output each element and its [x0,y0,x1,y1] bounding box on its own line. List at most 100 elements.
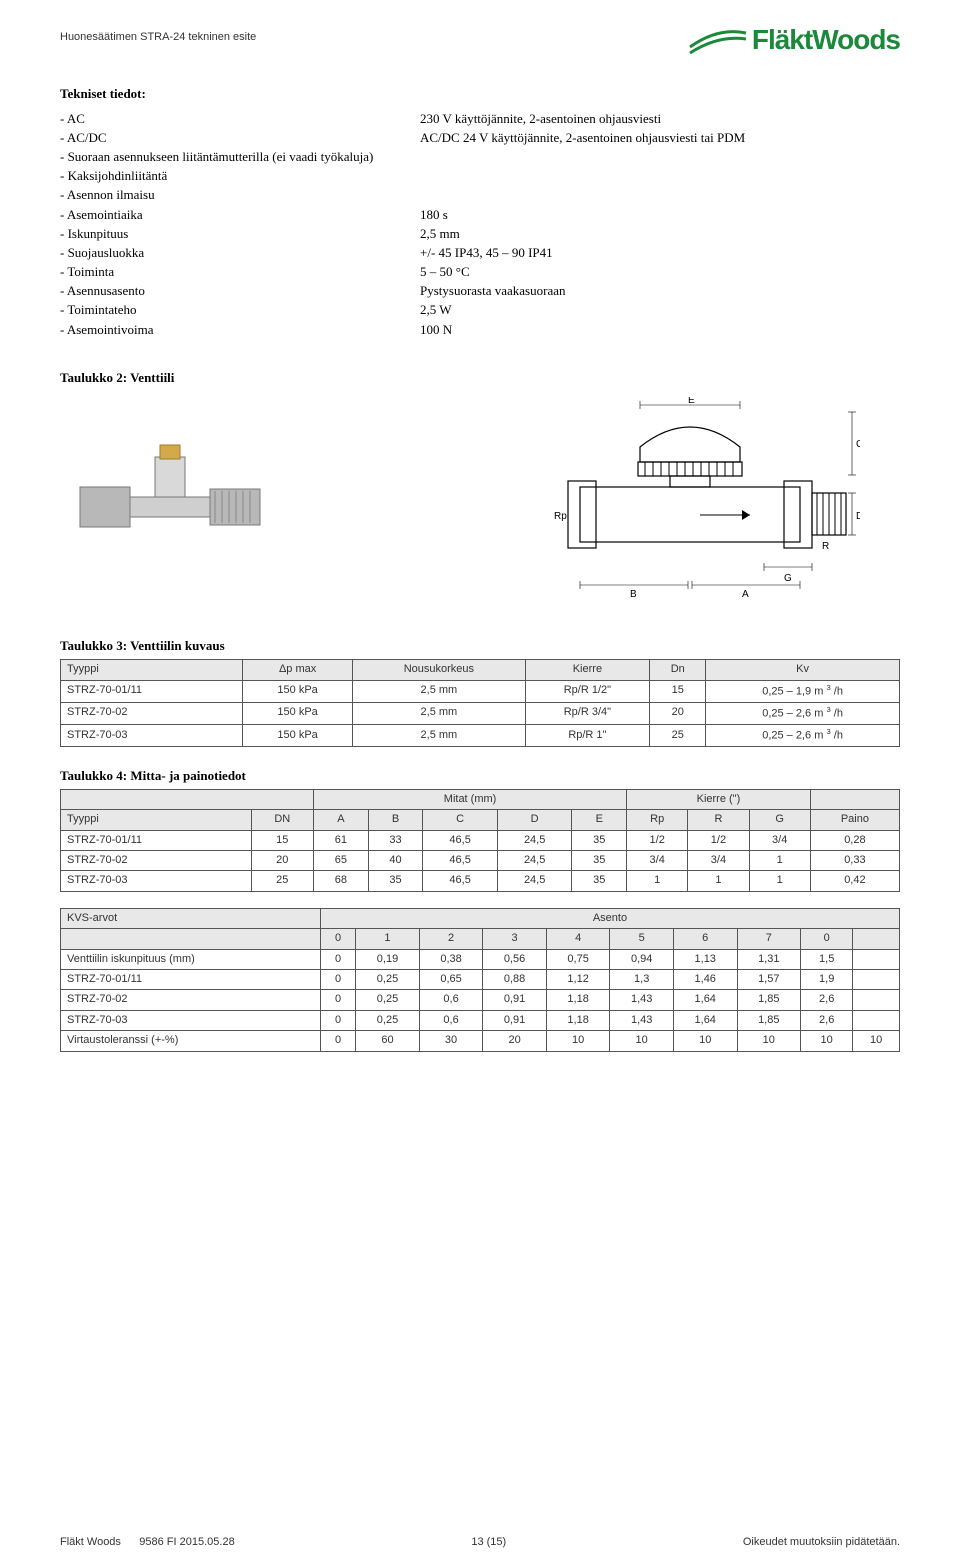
table-cell: 150 kPa [242,702,352,724]
tech-row: - Asemointiaika180 s [60,206,900,224]
table-cell: 1,85 [737,1010,801,1030]
table-cell: 0,88 [483,970,547,990]
table-cell: 0,33 [810,851,899,871]
table-header: E [572,810,627,830]
table-header: 5 [610,929,674,949]
table-cell: 1,3 [610,970,674,990]
table-row: STRZ-70-03150 kPa2,5 mmRp/R 1"250,25 – 2… [61,724,900,746]
tech-label: - Suoraan asennukseen liitäntämutterilla… [60,148,420,166]
table-cell: 65 [314,851,369,871]
table-cell: 1,5 [801,949,853,969]
table-header: Δp max [242,660,352,680]
table-cell: 3/4 [627,851,688,871]
tech-label: - Toiminta [60,263,420,281]
tech-value: 230 V käyttöjännite, 2-asentoinen ohjaus… [420,110,900,128]
svg-text:C: C [856,439,860,450]
table-cell: 1,43 [610,1010,674,1030]
table-cell: 1 [749,871,810,891]
table-row: STRZ-70-01/1100,250,650,881,121,31,461,5… [61,970,900,990]
table-cell: 150 kPa [242,680,352,702]
table-cell: 20 [483,1031,547,1051]
table-cell: Virtaustoleranssi (+-%) [61,1031,321,1051]
table-cell: 10 [673,1031,737,1051]
table-header: R [688,810,749,830]
table-cell: STRZ-70-03 [61,1010,321,1030]
footer-rights: Oikeudet muutoksiin pidätetään. [743,1535,900,1550]
footer-company: Fläkt Woods [60,1536,121,1548]
table-cell: 10 [801,1031,853,1051]
svg-text:A: A [742,589,749,597]
tech-value: 2,5 mm [420,225,900,243]
table-header: 0 [320,929,355,949]
table-group-header: Asento [320,908,899,928]
footer-code: 9586 FI 2015.05.28 [139,1536,234,1548]
table-cell: STRZ-70-02 [61,702,243,724]
tech-value: +/- 45 IP43, 45 – 90 IP41 [420,244,900,262]
table-header: 2 [419,929,483,949]
svg-text:G: G [784,573,792,584]
tech-value: 180 s [420,206,900,224]
table-cell: 2,5 mm [353,702,525,724]
tech-row: - AsennusasentoPystysuorasta vaakasuoraa… [60,282,900,300]
tech-row: - Iskunpituus2,5 mm [60,225,900,243]
svg-text:B: B [630,589,637,597]
table-cell: 10 [853,1031,900,1051]
table-cell: 0,91 [483,990,547,1010]
table-cell: 0,25 [356,1010,420,1030]
table-cell: 2,5 mm [353,724,525,746]
table-row: STRZ-70-02150 kPa2,5 mmRp/R 3/4"200,25 –… [61,702,900,724]
svg-text:D: D [856,511,860,522]
table-group-header: Mitat (mm) [314,789,627,809]
table-cell: 1,64 [673,1010,737,1030]
table-header: Kv [706,660,900,680]
table-cell: 0,56 [483,949,547,969]
svg-text:R: R [822,541,829,552]
tech-row: - Suoraan asennukseen liitäntämutterilla… [60,148,900,166]
table-row: STRZ-70-0200,250,60,911,181,431,641,852,… [61,990,900,1010]
table-cell [853,1010,900,1030]
table-cell: 35 [572,851,627,871]
table-cell: STRZ-70-01/11 [61,680,243,702]
table-header: 6 [673,929,737,949]
table-header: C [423,810,498,830]
table-cell: STRZ-70-03 [61,871,252,891]
table-cell: STRZ-70-03 [61,724,243,746]
table-cell: 25 [251,871,314,891]
table-cell: 1 [688,871,749,891]
footer-page: 13 (15) [471,1535,506,1550]
tech-label: - Suojausluokka [60,244,420,262]
tech-label: - AC [60,110,420,128]
table-cell [853,970,900,990]
table-cell: 1,13 [673,949,737,969]
table-cell: 35 [368,871,423,891]
table-cell: 3/4 [749,830,810,850]
table-cell: 24,5 [497,871,572,891]
tech-label: - Asemointiaika [60,206,420,224]
table-cell: 15 [650,680,706,702]
table-cell: 0,28 [810,830,899,850]
tech-label: - AC/DC [60,129,420,147]
logo-swoosh-icon [688,25,748,55]
table-cell [853,990,900,1010]
table-header: Kierre [525,660,650,680]
table-cell: 35 [572,871,627,891]
table-header: DN [251,810,314,830]
table-cell: 15 [251,830,314,850]
table-cell: 1 [749,851,810,871]
table-cell: 2,5 mm [353,680,525,702]
table-cell: 0,19 [356,949,420,969]
valve-photo [60,427,300,567]
table-cell: 0 [320,990,355,1010]
table-header: B [368,810,423,830]
table-row: STRZ-70-0300,250,60,911,181,431,641,852,… [61,1010,900,1030]
tech-data-list: - AC230 V käyttöjännite, 2-asentoinen oh… [60,110,900,339]
table-cell: 46,5 [423,830,498,850]
table-cell: 33 [368,830,423,850]
table-cell: 2,6 [801,1010,853,1030]
table2-title: Taulukko 2: Venttiili [60,369,900,387]
page-footer: Fläkt Woods 9586 FI 2015.05.28 13 (15) O… [60,1535,900,1550]
table-cell: 40 [368,851,423,871]
table-row: STRZ-70-01/11150 kPa2,5 mmRp/R 1/2"150,2… [61,680,900,702]
table-cell: 0,91 [483,1010,547,1030]
table-header: Nousukorkeus [353,660,525,680]
